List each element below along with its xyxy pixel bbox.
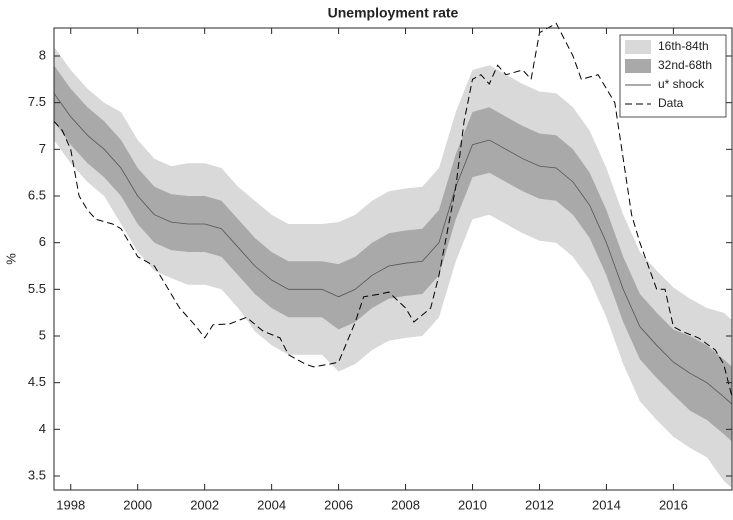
x-tick-label: 2006 [324, 497, 353, 512]
y-tick-label: 5 [39, 327, 46, 342]
x-tick-label: 2014 [592, 497, 621, 512]
x-tick-label: 1998 [56, 497, 85, 512]
plot-frame [53, 27, 733, 491]
y-tick-label: 7.5 [28, 94, 46, 109]
x-tick-label: 2012 [525, 497, 554, 512]
line [53, 93, 733, 405]
legend-label: 16th-84th [658, 39, 709, 53]
x-tick-label: 2016 [659, 497, 688, 512]
legend-label: 32nd-68th [658, 58, 712, 72]
x-tick-label: 2008 [391, 497, 420, 512]
x-tick-label: 2010 [458, 497, 487, 512]
legend-swatch [625, 59, 651, 73]
legend-swatch [625, 40, 651, 54]
y-tick-label: 6 [39, 234, 46, 249]
band [54, 65, 732, 442]
y-axis-label: % [3, 253, 18, 265]
y-tick-label: 7 [39, 141, 46, 156]
chart-title: Unemployment rate [328, 5, 459, 21]
legend-label: Data [658, 96, 684, 110]
legend-label: u* shock [658, 77, 705, 91]
x-tick-label: 2000 [123, 497, 152, 512]
y-tick-label: 3.5 [28, 467, 46, 482]
y-tick-label: 4 [39, 421, 46, 436]
y-tick-label: 8 [39, 47, 46, 62]
y-tick-label: 4.5 [28, 374, 46, 389]
x-tick-label: 2002 [190, 497, 219, 512]
x-tick-label: 2004 [257, 497, 286, 512]
y-tick-label: 5.5 [28, 281, 46, 296]
y-tick-label: 6.5 [28, 187, 46, 202]
line [53, 22, 733, 397]
